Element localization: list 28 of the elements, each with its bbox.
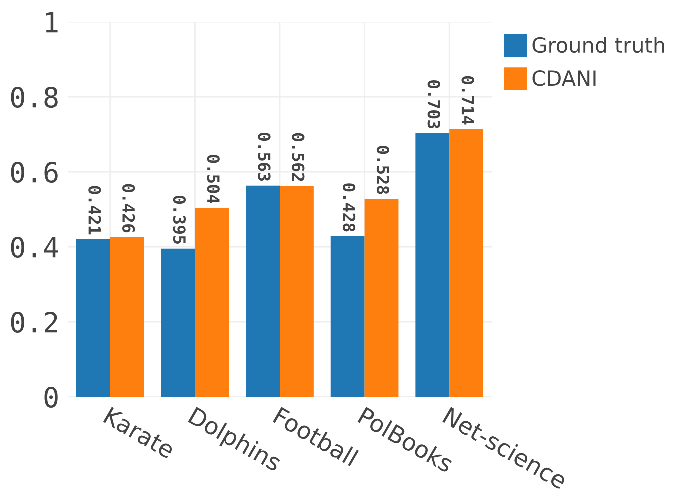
data-label: 0.703 [428,80,440,129]
data-label: 0.421 [88,186,102,235]
y-tick-label: 1 [46,12,58,33]
bar [330,236,365,397]
legend-label: CDANI [532,70,596,86]
bar [110,237,144,397]
data-label: 0.528 [376,146,390,194]
data-label: 0.563 [258,132,271,182]
y-tick-label: 0.2 [11,312,58,334]
data-label: 0.504 [207,155,220,204]
bar [416,133,450,397]
data-label: 0.562 [292,133,305,182]
bar [450,129,484,397]
bar [161,248,196,397]
y-tick-label: 0.6 [11,162,58,184]
y-tick-label: 0.4 [11,237,58,258]
y-tick-label: 0 [44,387,58,408]
bar [195,208,230,397]
bar [364,199,399,397]
data-label: 0.714 [462,76,474,125]
bar [246,186,280,397]
y-tick-label: 0.8 [11,87,58,108]
legend-label: Ground truth [532,37,664,54]
data-label: 0.428 [343,184,356,232]
bar [76,239,110,397]
bar [280,186,314,397]
data-label: 0.395 [173,196,186,244]
data-label: 0.426 [122,184,136,233]
